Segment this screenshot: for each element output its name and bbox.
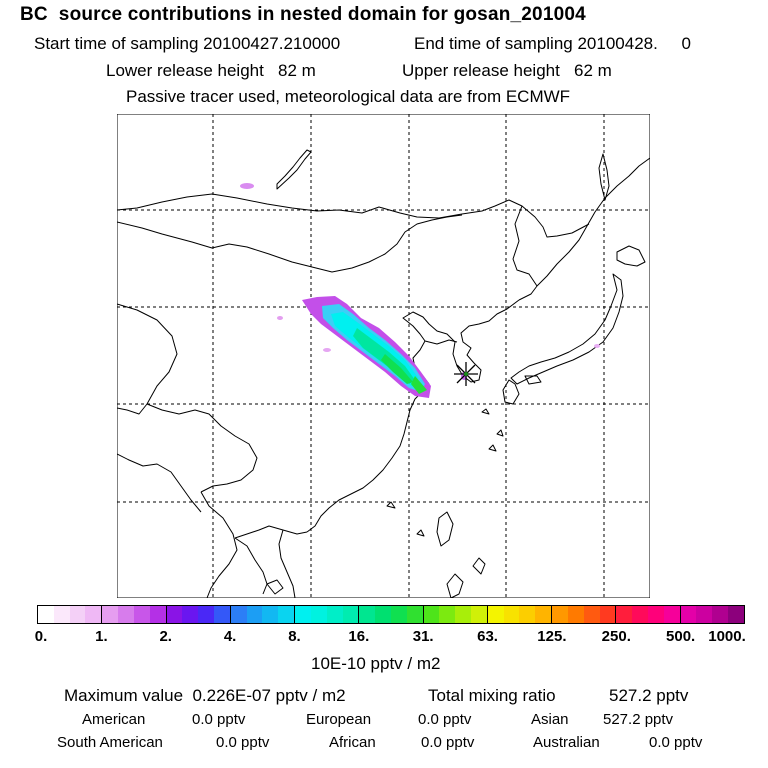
colorbar-swatch	[295, 606, 311, 623]
colorbar-swatch	[310, 606, 327, 623]
colorbar-tick-label: 125.	[537, 628, 567, 645]
colorbar-tick-label: 2.	[159, 628, 172, 645]
colorbar-swatch	[133, 606, 150, 623]
tracer-info: Passive tracer used, meteorological data…	[126, 87, 571, 106]
colorbar-swatch	[213, 606, 230, 623]
colorbar-swatch	[406, 606, 423, 623]
colorbar-swatch	[278, 606, 295, 623]
colorbar-swatch	[599, 606, 616, 623]
american-value: 0.0 pptv	[192, 711, 246, 728]
colorbar-swatch	[519, 606, 536, 623]
colorbar-segment	[295, 606, 360, 623]
colorbar-swatch	[487, 606, 504, 623]
colorbar-swatch	[712, 606, 729, 623]
colorbar-swatch	[728, 606, 744, 623]
chart-title: BC source contributions in nested domain…	[20, 4, 586, 25]
european-label: European	[306, 711, 372, 728]
colorbar-segment	[552, 606, 617, 623]
receptor-marker	[454, 362, 478, 386]
upper-release-height: Upper release height 62 m	[402, 61, 612, 80]
colorbar-swatch	[342, 606, 359, 623]
american-label: American	[82, 711, 146, 728]
colorbar-segment	[166, 606, 231, 623]
australian-value: 0.0 pptv	[649, 734, 703, 751]
colorbar-segment	[38, 606, 103, 623]
colorbar-swatch	[38, 606, 54, 623]
total-mixing-ratio-value: 527.2 pptv	[609, 686, 689, 705]
colorbar-segment	[102, 606, 167, 623]
colorbar-swatch	[680, 606, 697, 623]
colorbar-swatch	[102, 606, 119, 623]
colorbar-unit-label: 10E-10 pptv / m2	[311, 654, 441, 673]
colorbar-swatch	[663, 606, 680, 623]
colorbar-segment	[359, 606, 424, 623]
maximum-value: Maximum value 0.226E-07 pptv / m2	[64, 686, 346, 705]
colorbar-segment	[487, 606, 553, 623]
colorbar-swatch	[552, 606, 568, 623]
start-time-label: Start time of sampling 20100427.210000	[34, 34, 341, 53]
colorbar-tick-label: 0.	[34, 628, 48, 645]
colorbar-swatch	[53, 606, 70, 623]
colorbar-swatch	[632, 606, 649, 623]
colorbar-swatch	[375, 606, 391, 623]
colorbar-swatch	[246, 606, 263, 623]
australian-label: Australian	[533, 734, 600, 751]
colorbar-tick-label: 16.	[348, 628, 370, 645]
colorbar-tick-label: 1000.	[708, 628, 746, 645]
european-value: 0.0 pptv	[418, 711, 472, 728]
colorbar-swatch	[262, 606, 279, 623]
colorbar-segment	[230, 606, 296, 623]
colorbar-swatch	[439, 606, 456, 623]
colorbar-swatch	[118, 606, 134, 623]
colorbar-swatch	[616, 606, 633, 623]
colorbar-swatch	[503, 606, 520, 623]
colorbar-swatch	[149, 606, 166, 623]
colorbar-tick-label: 31.	[412, 628, 434, 645]
colorbar-segment	[423, 606, 488, 623]
colorbar-swatch	[198, 606, 214, 623]
south-american-value: 0.0 pptv	[216, 734, 270, 751]
colorbar-swatch	[230, 606, 247, 623]
colorbar-swatch	[583, 606, 600, 623]
colorbar-segment	[616, 606, 681, 623]
colorbar-tick-label: 250.	[601, 628, 631, 645]
colorbar-swatch	[567, 606, 584, 623]
colorbar-swatch	[648, 606, 664, 623]
colorbar-tick-label: 4.	[223, 628, 237, 645]
colorbar-segment	[680, 606, 744, 623]
colorbar-swatch	[182, 606, 199, 623]
colorbar-tick-label: 8.	[288, 628, 301, 645]
total-mixing-ratio-label: Total mixing ratio	[428, 686, 556, 705]
colorbar-swatch	[390, 606, 407, 623]
coastlines-borders	[117, 149, 650, 598]
colorbar-swatch	[69, 606, 86, 623]
colorbar-tick-label: 500.	[666, 628, 696, 645]
african-label: African	[329, 734, 376, 751]
colorbar-swatch	[455, 606, 472, 623]
lower-release-height: Lower release height 82 m	[106, 61, 316, 80]
south-american-label: South American	[57, 734, 163, 751]
asian-value: 527.2 pptv	[603, 711, 674, 728]
color-bar	[37, 605, 745, 624]
colorbar-tick-label: 63.	[477, 628, 498, 645]
colorbar-swatch	[696, 606, 713, 623]
colorbar-swatch	[166, 606, 183, 623]
colorbar-swatch	[423, 606, 440, 623]
map-panel	[117, 114, 650, 598]
colorbar-swatch	[359, 606, 376, 623]
colorbar-swatch	[326, 606, 343, 623]
source-contribution-plume	[240, 183, 600, 398]
colorbar-tick-label: 1.	[95, 628, 108, 645]
asian-label: Asian	[531, 711, 569, 728]
african-value: 0.0 pptv	[421, 734, 475, 751]
colorbar-swatch	[535, 606, 552, 623]
colorbar-swatch	[85, 606, 102, 623]
end-time-label: End time of sampling 20100428. 0	[414, 34, 691, 53]
colorbar-swatch	[471, 606, 487, 623]
